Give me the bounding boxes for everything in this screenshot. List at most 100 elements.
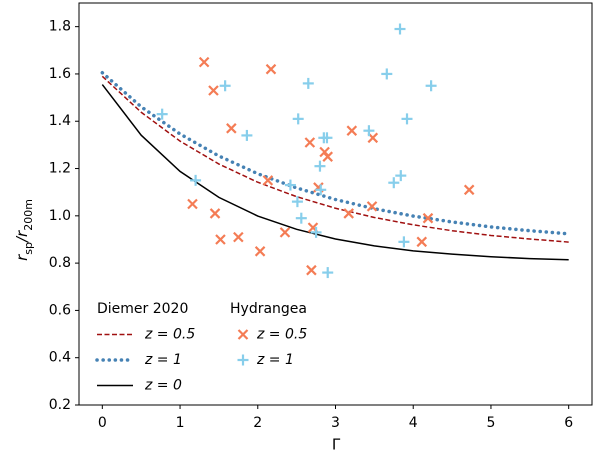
marker-stroke — [463, 184, 475, 196]
y-tick-label: 0.4 — [49, 350, 71, 366]
marker-stroke — [307, 222, 319, 233]
marker-stroke — [209, 208, 221, 219]
x-tick-label: 6 — [564, 415, 573, 431]
marker-stroke — [366, 201, 378, 212]
scatter-point — [425, 80, 437, 92]
marker-stroke — [279, 227, 291, 238]
scatter-point — [241, 129, 253, 141]
scatter-point — [343, 208, 354, 219]
scatter-point — [262, 175, 274, 186]
scatter-point — [208, 85, 219, 96]
scatter-point — [321, 132, 333, 144]
scatter-point — [254, 246, 266, 257]
scatter-point — [388, 177, 400, 189]
line-series — [101, 75, 569, 243]
scatter-point — [314, 160, 326, 172]
y-axis-label: rsp/r200m — [13, 199, 35, 261]
legend-label: z = 1 — [256, 352, 294, 368]
marker-stroke — [343, 208, 354, 219]
scatter-point — [306, 264, 317, 276]
scatter-point — [304, 137, 316, 148]
scatter-point — [156, 108, 168, 120]
scatter-point — [233, 231, 244, 243]
marker-stroke — [254, 246, 266, 257]
marker-stroke — [198, 56, 210, 68]
x-tick-label: 4 — [409, 415, 418, 431]
scatter-point — [190, 174, 202, 186]
x-tick-label: 2 — [253, 415, 262, 431]
marker-stroke — [306, 264, 317, 276]
y-tick-label: 1.8 — [49, 19, 71, 35]
y-label-part: r — [13, 254, 31, 261]
scatter-point — [302, 77, 314, 89]
marker-stroke — [233, 231, 244, 243]
x-tick-label: 5 — [486, 415, 495, 431]
y-tick-label: 1.6 — [49, 66, 71, 82]
scatter-point — [363, 125, 375, 137]
legend-label: z = 1 — [144, 352, 182, 368]
marker-stroke — [215, 234, 226, 245]
scatter-point — [209, 208, 221, 219]
scatter-point — [398, 236, 410, 248]
y-tick-label: 1.2 — [49, 161, 71, 177]
scatter-point — [187, 198, 198, 210]
marker-stroke — [304, 137, 316, 148]
scatter-point — [237, 329, 249, 340]
plot-frame — [78, 2, 593, 406]
scatter-point — [381, 68, 393, 80]
scatter-point — [315, 184, 327, 196]
legend-title: Diemer 2020 — [97, 301, 188, 317]
marker-stroke — [262, 175, 274, 186]
x-axis-label: Γ — [332, 436, 341, 454]
marker-stroke — [346, 125, 358, 136]
scatter-point — [291, 196, 303, 208]
marker-stroke — [187, 198, 198, 210]
scatter-point — [265, 63, 277, 75]
scatter-point — [215, 234, 226, 245]
marker-stroke — [367, 132, 379, 144]
marker-stroke — [322, 151, 334, 162]
legend-title: Hydrangea — [230, 301, 307, 317]
scatter-point — [394, 23, 406, 35]
legend-label: z = 0 — [144, 378, 182, 394]
scatter-point — [395, 170, 407, 182]
y-label-part: sp — [22, 242, 35, 255]
scatter-point — [295, 212, 307, 224]
scatter-point — [366, 201, 378, 212]
legend-label: z = 0.5 — [144, 327, 195, 343]
scatter-point — [463, 184, 475, 196]
y-tick-label: 1.4 — [49, 113, 71, 129]
scatter-point — [279, 227, 291, 238]
scatter-point — [219, 80, 231, 92]
scatter-point — [346, 125, 358, 136]
scatter-point — [310, 226, 322, 238]
scatter-point — [322, 267, 334, 279]
legend-label: z = 0.5 — [256, 327, 307, 343]
y-tick-label: 0.8 — [49, 255, 71, 271]
marker-stroke — [208, 85, 219, 96]
scatter-point — [226, 123, 237, 134]
scatter-point — [198, 56, 210, 68]
x-tick-label: 0 — [98, 415, 107, 431]
line-series — [101, 84, 569, 261]
scatter-point — [322, 151, 334, 162]
marker-stroke — [416, 236, 428, 248]
line-series — [100, 71, 571, 236]
y-label-part: /r — [13, 230, 31, 244]
x-tick-label: 1 — [176, 415, 185, 431]
marker-stroke — [422, 212, 434, 224]
scatter-point — [237, 354, 249, 366]
scatter-point — [416, 236, 428, 248]
y-tick-label: 1.0 — [49, 208, 71, 224]
marker-stroke — [265, 63, 277, 75]
y-tick-label: 0.2 — [49, 397, 71, 413]
y-tick-label: 0.6 — [49, 302, 71, 318]
scatter-point — [319, 146, 330, 158]
y-label-part: 200m — [22, 199, 35, 231]
marker-stroke — [319, 146, 330, 158]
marker-stroke — [237, 329, 249, 340]
scatter-point — [292, 113, 304, 125]
scatter-point — [284, 179, 296, 191]
marker-stroke — [226, 123, 237, 134]
